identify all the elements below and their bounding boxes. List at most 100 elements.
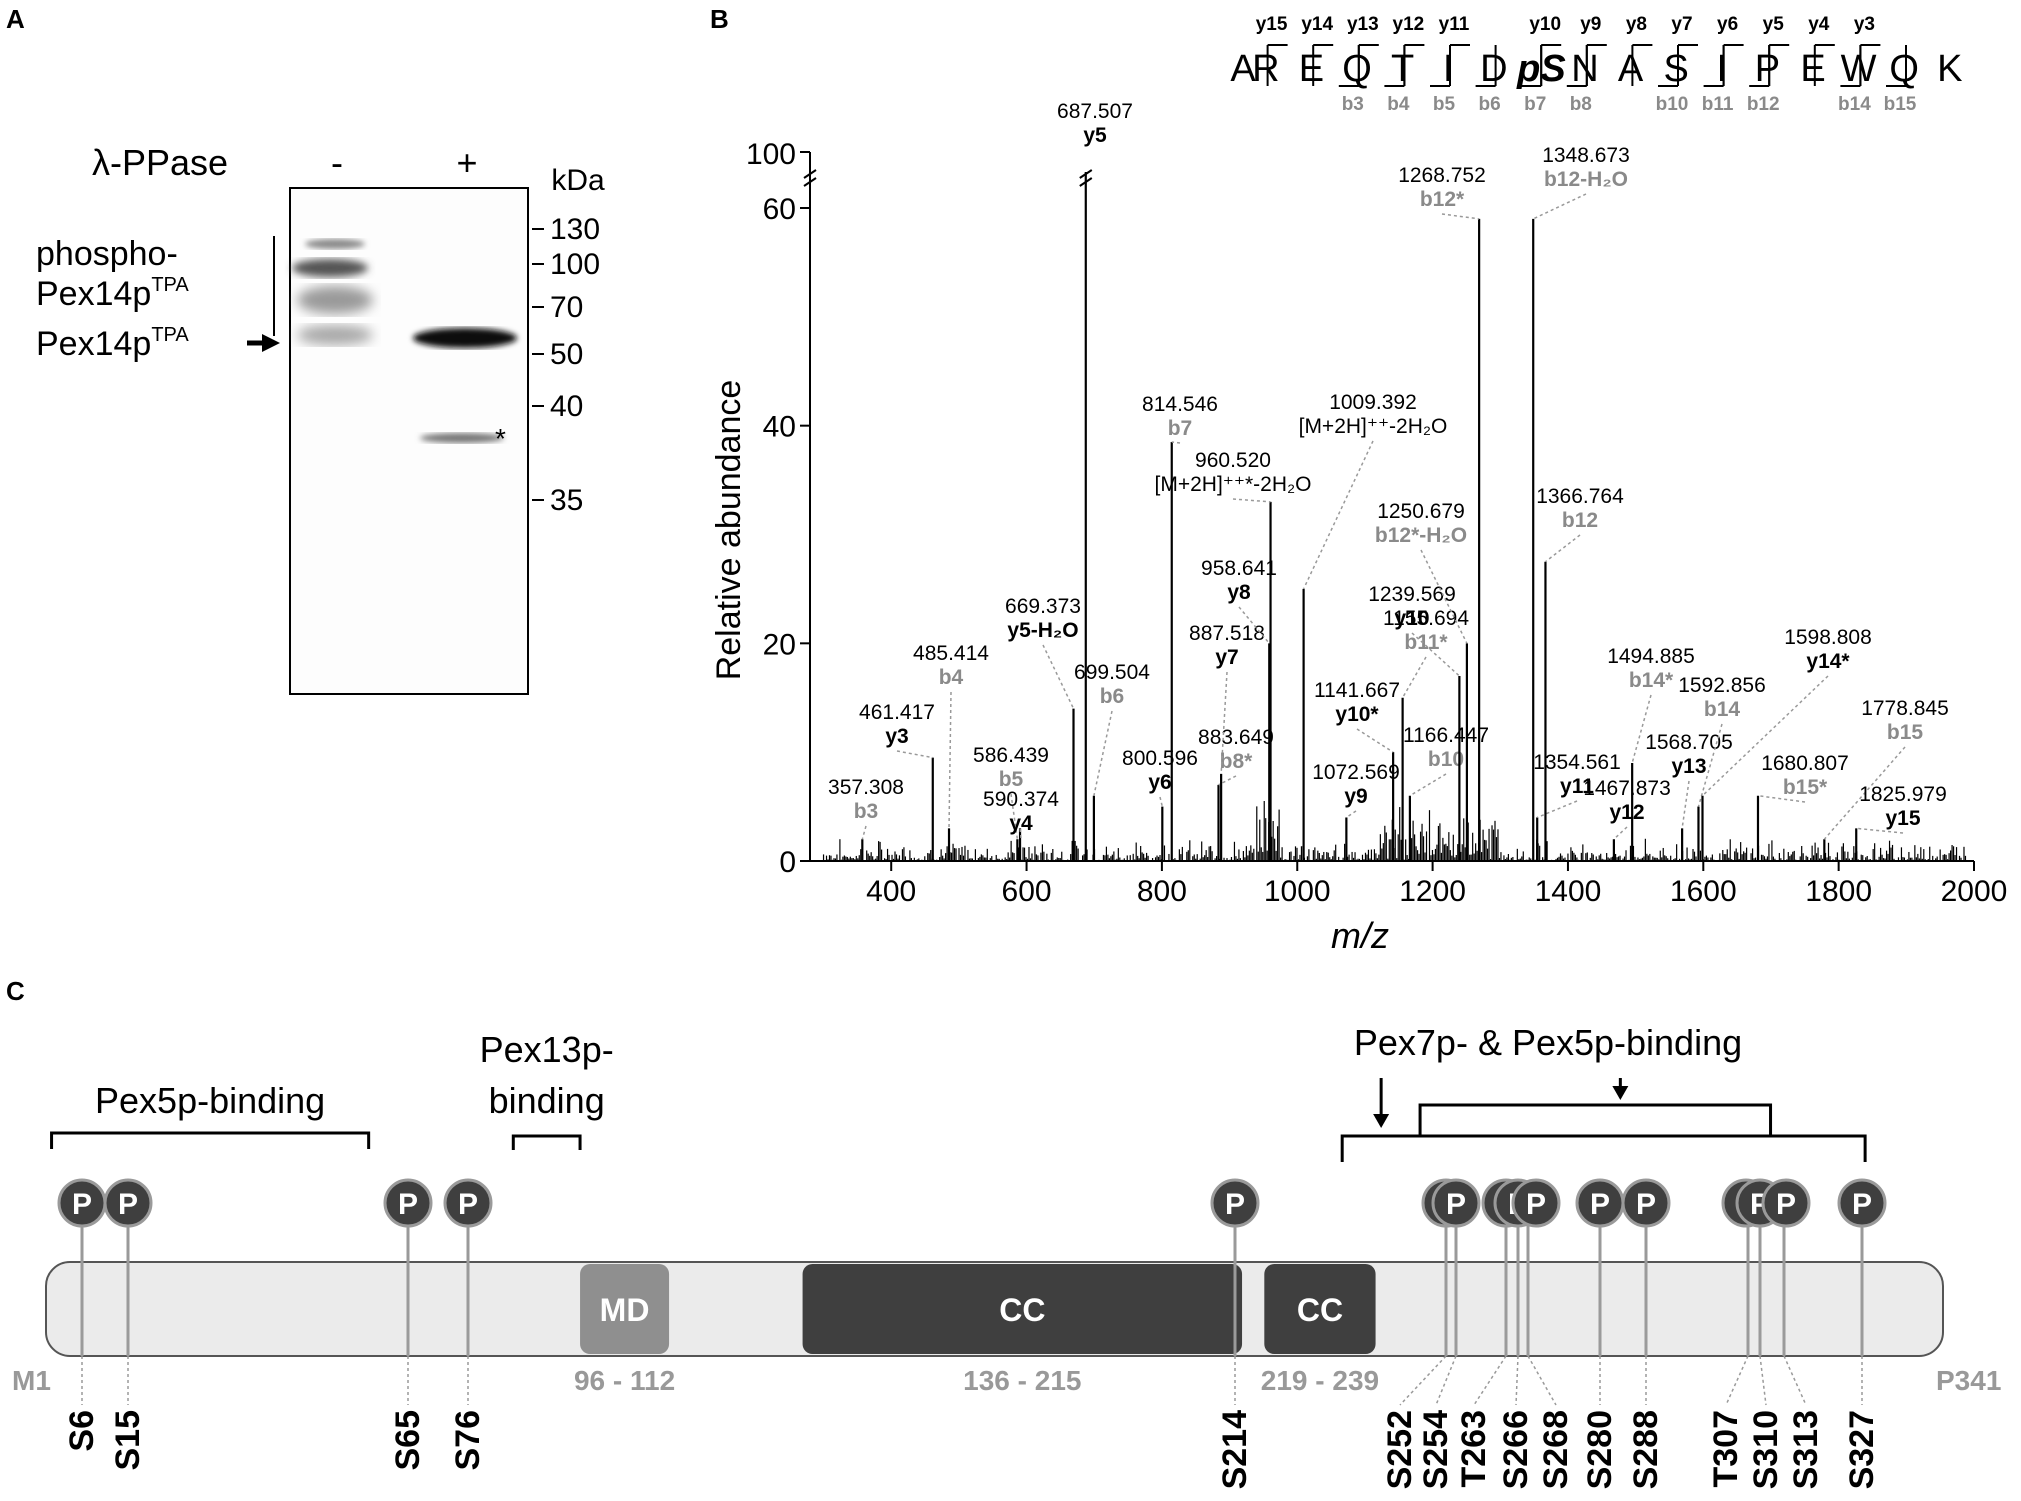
phospho-site-label: S6 [63,1410,101,1452]
residue-letter: D [1480,48,1507,90]
y-ion-label: y8 [1626,14,1647,35]
band-lane1-smear-3 [297,325,373,345]
x-tick-label: 1000 [1264,875,1331,908]
binding-bracket [1418,1103,1773,1136]
y-ion-label: y15 [1256,14,1288,35]
peak-ion-label: y3 [885,725,908,748]
phospho-site-label: S288 [1627,1410,1665,1489]
binding-bracket [50,1131,371,1149]
phospho-icon [1621,1178,1671,1228]
peak-mz-label: 883.649 [1198,726,1274,749]
y-ion-label: y10 [1529,14,1561,35]
residue-letter: Q [1889,48,1919,90]
peak-mz-label: 814.546 [1142,393,1218,416]
peak-ion-label: b12-H₂O [1544,168,1628,191]
residue-letter: Q [1342,48,1372,90]
phospho-icon-label: P [1446,1188,1466,1221]
panel-label-b: B [710,4,729,34]
phospho-icon [1210,1178,1260,1228]
band-lane1-smear-2 [297,286,373,314]
start-residue-label: M1 [12,1365,51,1396]
b-ion-label: b10 [1656,94,1689,115]
peak-break-mark [1079,177,1093,187]
peak-ion-label: b3 [854,800,879,823]
peak-ion-label: b10 [1428,748,1464,771]
peak-mz-label: 357.308 [828,776,904,799]
phospho-icon-label: P [1590,1188,1610,1221]
y-ion-label: y11 [1439,14,1470,35]
peak-ion-label: y8 [1227,581,1251,604]
peak-leader-line [1019,828,1022,839]
phospho-icon [1761,1178,1811,1228]
peak-leader-line [1010,793,1019,840]
peak-ion-label: b15* [1783,776,1828,799]
binding-label: binding [489,1080,605,1121]
domain-name: MD [600,1292,650,1328]
x-tick-label: 400 [866,875,916,908]
x-tick-label: 1400 [1535,875,1602,908]
peak-ion-label: b14* [1629,669,1674,692]
peak-mz-label: 461.417 [859,701,935,724]
peak-ion-label: b7 [1168,417,1193,440]
peak-mz-label: 485.414 [913,642,989,665]
residue-letter: E [1800,48,1825,90]
residue-letter: A [1618,48,1644,90]
phospho-icon [1837,1178,1887,1228]
peak-ion-label: y13 [1671,755,1706,778]
peak-mz-label: 887.518 [1189,622,1265,645]
peak-leader-line [1681,780,1690,829]
peak-leader-line [1545,534,1581,563]
site-leader-line [1783,1355,1807,1406]
peak-ion-label: y12 [1609,801,1644,824]
peak-leader-line [1441,213,1480,220]
phospho-icon-label: P [1852,1188,1872,1221]
peak-break-mark [1079,169,1093,179]
peak-ion-label: y15 [1885,807,1920,830]
domain-range-label: 219 - 239 [1261,1365,1379,1396]
peak-ion-label: y14* [1806,650,1850,673]
residue-letter: S [1664,48,1689,90]
peak-ion-label: b8* [1220,750,1254,773]
y-tick-label: 60 [763,193,796,226]
phospho-site-label: S266 [1497,1410,1535,1489]
site-leader-line [1435,1355,1457,1406]
peak-ion-label: b12*-H₂O [1375,524,1467,547]
x-tick-label: 600 [1002,875,1052,908]
domain-name: CC [999,1292,1045,1328]
domain-box [802,1264,1243,1354]
x-tick-label: 1200 [1399,875,1466,908]
phospho-icon [103,1178,153,1228]
peak-leader-line [1093,710,1113,796]
marker-label: 50 [550,338,583,371]
domain-name: CC [1297,1292,1343,1328]
b-ion-label: b6 [1479,94,1501,115]
b-ion-label: b5 [1433,94,1456,115]
x-axis-label: m/z [1331,915,1389,956]
domain-range-label: 96 - 112 [574,1365,675,1396]
peak-leader-line [1536,800,1578,819]
b-ion-label: b4 [1387,94,1410,115]
x-tick-label: 2000 [1941,875,2008,908]
phospho-site-label: S327 [1843,1410,1881,1489]
phospho-site-label: S313 [1787,1410,1825,1489]
domain-box [1264,1264,1376,1354]
peak-mz-label: 1155.694 [1383,607,1469,630]
domain-box [580,1264,670,1354]
peak-leader-line [1042,644,1075,709]
phospho-site-label: S65 [389,1410,427,1471]
peak-ion-label: b12 [1562,509,1598,532]
peak-leader-line [1856,827,1904,834]
lane-label-minus: - [331,142,343,183]
band-lane1-top [305,239,365,249]
phospho-site-label: S252 [1381,1410,1419,1489]
panel-label-a: A [6,4,25,34]
phospho-icon-label: P [398,1188,418,1221]
panel-label-c: C [6,976,25,1006]
peak-mz-label: 1072.569 [1312,761,1400,784]
peak-mz-label: 1239.569 [1368,583,1456,606]
peak-leader-line [1302,440,1374,590]
residue-letter: N [1571,48,1598,90]
